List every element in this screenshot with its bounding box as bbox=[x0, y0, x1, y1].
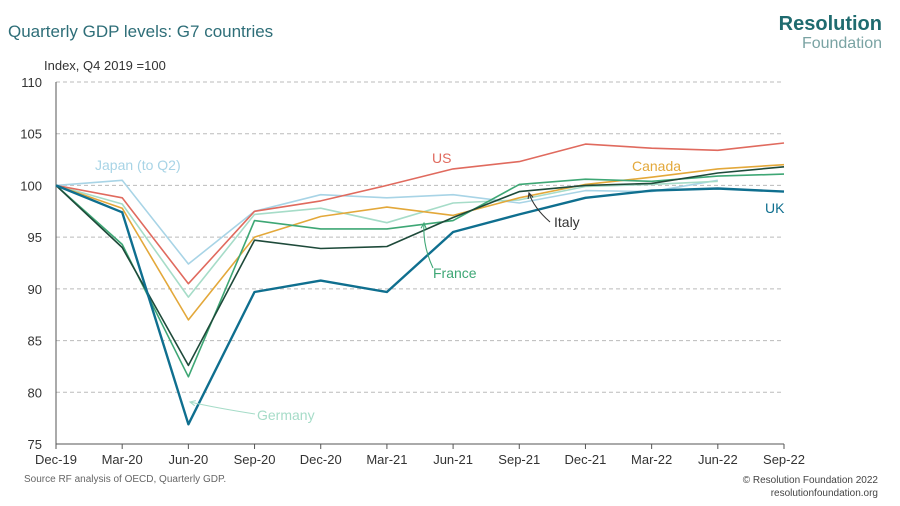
annotation-us: US bbox=[432, 150, 451, 166]
series-line-canada bbox=[55, 163, 785, 321]
x-tick-label: Mar-20 bbox=[102, 452, 143, 467]
x-tick-label: Dec-20 bbox=[300, 452, 342, 467]
series-line-france bbox=[55, 173, 785, 378]
y-tick-label: 110 bbox=[21, 75, 42, 90]
credit-line1: © Resolution Foundation 2022 bbox=[742, 475, 878, 486]
y-tick-label: 105 bbox=[20, 127, 42, 142]
x-tick-label: Sep-21 bbox=[498, 452, 540, 467]
series-line-germany bbox=[55, 180, 718, 298]
series-line-uk bbox=[55, 184, 785, 426]
annotation-arrowhead-germany bbox=[188, 400, 196, 407]
annotation-arrow-italy bbox=[528, 192, 551, 223]
y-tick-label: 90 bbox=[28, 282, 42, 297]
x-tick-label: Sep-20 bbox=[234, 452, 276, 467]
y-tick-label: 85 bbox=[28, 334, 42, 349]
y-tick-label: 100 bbox=[20, 178, 42, 193]
annotation-arrow-france bbox=[423, 222, 434, 269]
series-line-japan-to-q2 bbox=[55, 179, 718, 265]
annotation-arrow-germany bbox=[189, 401, 256, 415]
x-tick-label: Dec-21 bbox=[564, 452, 606, 467]
y-axis-label: Index, Q4 2019 =100 bbox=[44, 58, 166, 73]
annotation-japan-to-q2: Japan (to Q2) bbox=[95, 157, 181, 173]
series-lines bbox=[55, 142, 785, 426]
x-tick-label: Jun-22 bbox=[698, 452, 738, 467]
series-line-italy bbox=[55, 166, 785, 367]
x-tick-label: Mar-22 bbox=[631, 452, 672, 467]
credit-line2: resolutionfoundation.org bbox=[770, 488, 878, 499]
annotation-uk: UK bbox=[765, 200, 785, 216]
annotation-arrowhead-france bbox=[420, 221, 427, 229]
annotation-germany: Germany bbox=[257, 407, 315, 423]
resolution-foundation-logo: Resolution Foundation bbox=[779, 14, 882, 52]
x-tick-label: Dec-19 bbox=[35, 452, 77, 467]
y-axis-ticks: 75 80 85 90 95 100 105 110 bbox=[20, 75, 42, 452]
annotation-arrowhead-italy bbox=[527, 191, 534, 200]
y-tick-label: 95 bbox=[28, 230, 42, 245]
credit: © Resolution Foundation 2022 resolutionf… bbox=[743, 474, 878, 500]
x-axis-ticks: Dec-19 Mar-20 Jun-20 Sep-20 Dec-20 Mar-21 Jun-… bbox=[35, 444, 805, 467]
series-annotations: Japan (to Q2) US Canada UK Italy France German… bbox=[95, 150, 785, 423]
annotation-france: France bbox=[433, 265, 477, 281]
chart-title: Quarterly GDP levels: G7 countries bbox=[8, 22, 274, 41]
annotation-canada: Canada bbox=[632, 158, 681, 174]
x-tick-label: Sep-22 bbox=[763, 452, 805, 467]
y-tick-label: 75 bbox=[28, 437, 42, 452]
logo-line1: Resolution bbox=[778, 13, 882, 35]
x-tick-label: Mar-21 bbox=[366, 452, 407, 467]
annotation-italy: Italy bbox=[554, 214, 580, 230]
x-tick-label: Jun-21 bbox=[433, 452, 473, 467]
series-line-us bbox=[55, 142, 785, 285]
x-tick-label: Jun-20 bbox=[168, 452, 208, 467]
y-tick-label: 80 bbox=[28, 385, 42, 400]
source-note: Source RF analysis of OECD, Quarterly GD… bbox=[24, 474, 227, 485]
logo-line2: Foundation bbox=[801, 35, 882, 52]
